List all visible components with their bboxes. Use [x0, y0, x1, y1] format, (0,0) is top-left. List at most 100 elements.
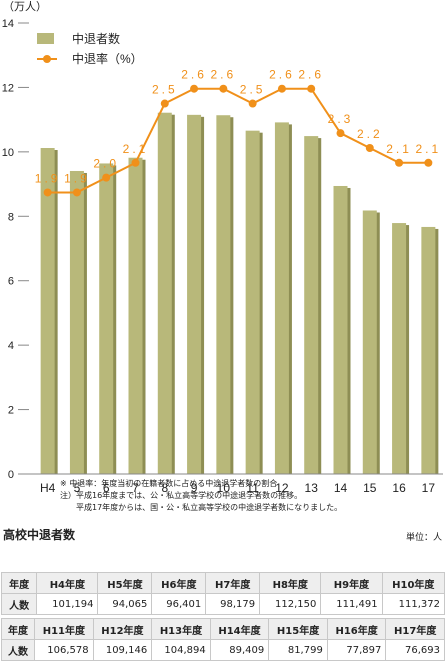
count-cell: 81,799 [268, 639, 328, 661]
note-change: 平成17年度からは、国・公・私立高等学校の中途退学者数になりました。 [76, 503, 343, 512]
bar [274, 122, 289, 475]
table-row-counts: 人数 101,194 94,065 96,401 98,179 112,150 … [0, 593, 446, 615]
year-cell: H15年度 [268, 618, 328, 640]
legend-bar-label: 中退者数 [72, 31, 120, 46]
count-cell: 111,372 [381, 593, 446, 615]
rate-label: 2.6 [181, 68, 207, 82]
y-tick-label: 2 [8, 405, 14, 417]
rate-label: 1.9 [35, 171, 61, 185]
bar [187, 114, 202, 474]
year-cell: H11年度 [34, 618, 94, 640]
row-header-year: 年度 [0, 618, 36, 640]
bar [362, 210, 377, 475]
x-tick-label: H4 [40, 481, 56, 495]
year-cell: H14年度 [209, 618, 270, 640]
x-tick-label: 17 [422, 481, 436, 495]
rate-point [43, 188, 52, 197]
y-tick-label: 14 [2, 18, 14, 30]
legend-line-marker [43, 55, 51, 63]
rate-label: 2.5 [152, 83, 178, 97]
x-tick-label: 15 [363, 481, 377, 495]
bar [392, 223, 407, 474]
row-header-count: 人数 [0, 593, 38, 615]
x-axis-unit: （年度） [413, 499, 445, 500]
x-tick-label: 16 [392, 481, 406, 495]
count-cell: 112,150 [259, 593, 322, 615]
bar [69, 170, 84, 474]
x-tick-label: 7 [132, 481, 139, 495]
count-cell: 101,194 [36, 593, 99, 615]
rate-point [336, 129, 345, 138]
rate-point [190, 84, 199, 93]
x-tick-label: 8 [161, 481, 168, 495]
rate-point [219, 84, 228, 93]
rate-point [248, 99, 257, 108]
count-cell: 89,409 [209, 639, 270, 661]
count-cell: 96,401 [151, 593, 207, 615]
x-tick-label: 5 [74, 481, 81, 495]
y-tick-label: 4 [8, 340, 14, 352]
x-axis: H4 5 6 7 8 9 10 11 12 13 14 15 16 17 （年度） [18, 473, 445, 500]
x-tick-label: 11 [246, 481, 259, 495]
rate-point [72, 188, 81, 197]
x-tick-label: 9 [191, 481, 198, 495]
year-cell: H9年度 [320, 572, 383, 594]
year-cell: H10年度 [381, 572, 446, 594]
rate-point [365, 143, 374, 152]
y-axis-ticks: （万人） 0 2 4 6 8 10 12 14 [2, 0, 47, 481]
rate-point [160, 99, 169, 108]
count-cell: 76,693 [385, 639, 445, 661]
bar [40, 148, 55, 475]
rate-label: 1.9 [64, 171, 90, 185]
rate-point [395, 158, 404, 167]
year-cell: H12年度 [92, 618, 153, 640]
bar [216, 115, 231, 475]
year-cell: H17年度 [385, 618, 445, 640]
row-header-year: 年度 [0, 572, 38, 594]
bar [421, 226, 436, 474]
note-definition: ※ 中退率：年度当初の在籍者数に占める中途退学者数の割合 [60, 479, 278, 488]
rate-point [131, 158, 140, 167]
rate-label: 2.1 [416, 142, 442, 156]
y-tick-label: 6 [8, 276, 14, 288]
rate-label: 2.1 [386, 142, 412, 156]
rate-point [424, 158, 433, 167]
count-cell: 104,894 [151, 639, 211, 661]
year-cell: H5年度 [97, 572, 153, 594]
legend-bar-swatch [37, 33, 54, 44]
year-cell: H6年度 [151, 572, 207, 594]
count-cell: 77,897 [326, 639, 387, 661]
rate-label: 2.3 [328, 112, 354, 126]
count-cell: 106,578 [34, 639, 94, 661]
table-row-years: 年度 H11年度 H12年度 H13年度 H14年度 H15年度 H16年度 H… [0, 618, 445, 640]
year-cell: H13年度 [151, 618, 211, 640]
rate-point [277, 84, 286, 93]
rate-point [102, 173, 111, 182]
table-caption: 高校中退者数 [3, 528, 76, 542]
rate-label: 2.6 [298, 68, 324, 82]
note-scope: 注）平成16年度までは、公・私立高等学校の中途退学者数の推移。 [60, 491, 303, 500]
row-header-count: 人数 [0, 639, 36, 661]
rate-label: 2.6 [269, 68, 295, 82]
y-axis-label: （万人） [3, 0, 47, 13]
y-tick-label: 12 [2, 82, 14, 94]
year-cell: H7年度 [205, 572, 261, 594]
bar [128, 157, 143, 474]
table-unit: 単位：人 [405, 533, 442, 543]
rate-point [307, 84, 316, 93]
year-cell: H4年度 [36, 572, 99, 594]
year-cell: H8年度 [259, 572, 322, 594]
count-cell: 98,179 [205, 593, 261, 615]
rate-label: 2.2 [357, 127, 383, 141]
count-cell: 94,065 [97, 593, 153, 615]
rate-line [47, 87, 429, 194]
count-cell: 109,146 [92, 639, 153, 661]
bar [245, 130, 260, 475]
y-tick-label: 10 [2, 147, 14, 159]
bar [99, 163, 114, 475]
dropout-table-1: 年度 H4年度 H5年度 H6年度 H7年度 H8年度 H9年度 H10年度 人… [0, 572, 446, 615]
y-tick-label: 8 [8, 211, 14, 223]
x-tick-label: 6 [103, 481, 110, 495]
